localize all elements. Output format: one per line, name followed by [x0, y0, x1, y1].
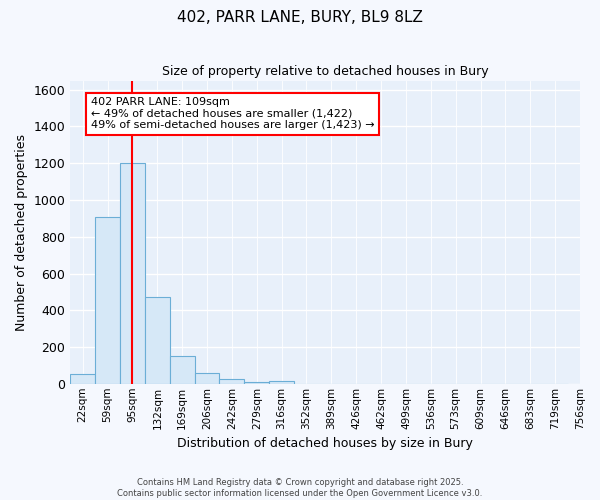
Bar	[70, 374, 95, 384]
Bar	[120, 163, 145, 384]
Title: Size of property relative to detached houses in Bury: Size of property relative to detached ho…	[162, 65, 488, 78]
Bar	[170, 356, 194, 384]
Bar	[95, 216, 120, 384]
Bar	[244, 382, 269, 384]
Y-axis label: Number of detached properties: Number of detached properties	[15, 134, 28, 330]
Bar	[220, 378, 244, 384]
Text: 402, PARR LANE, BURY, BL9 8LZ: 402, PARR LANE, BURY, BL9 8LZ	[177, 10, 423, 25]
Bar	[194, 372, 220, 384]
Text: 402 PARR LANE: 109sqm
← 49% of detached houses are smaller (1,422)
49% of semi-d: 402 PARR LANE: 109sqm ← 49% of detached …	[91, 97, 374, 130]
Bar	[145, 298, 170, 384]
Bar	[269, 381, 294, 384]
Text: Contains HM Land Registry data © Crown copyright and database right 2025.
Contai: Contains HM Land Registry data © Crown c…	[118, 478, 482, 498]
X-axis label: Distribution of detached houses by size in Bury: Distribution of detached houses by size …	[177, 437, 473, 450]
